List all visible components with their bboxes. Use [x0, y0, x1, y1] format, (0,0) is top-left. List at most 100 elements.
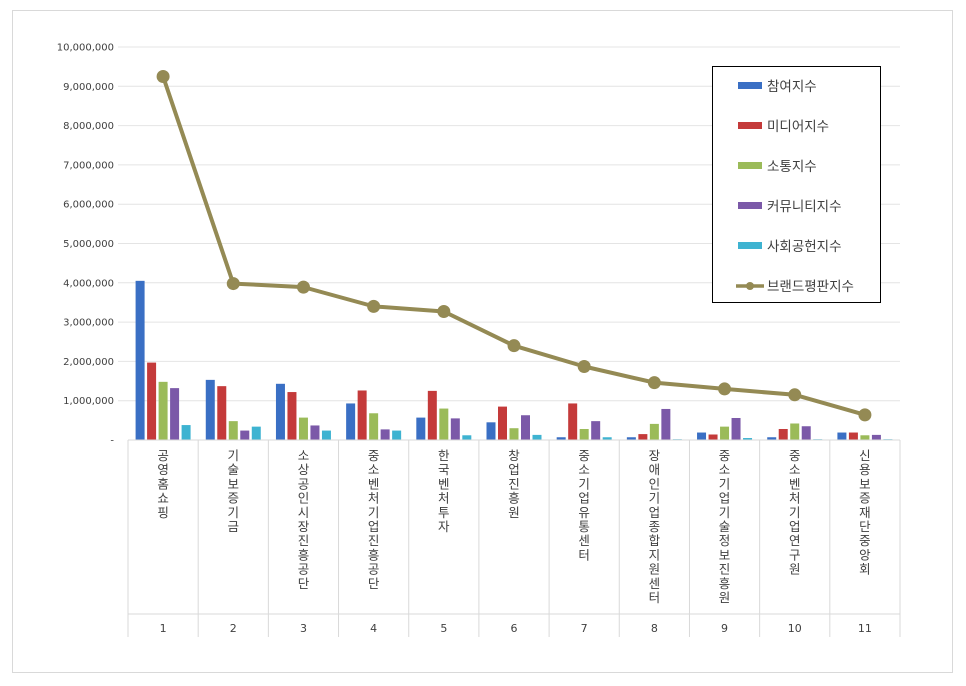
bar — [626, 437, 636, 440]
bar — [638, 434, 648, 440]
line-point — [718, 382, 732, 396]
bar — [556, 437, 566, 440]
bar — [579, 428, 589, 440]
bar — [240, 430, 250, 440]
bar — [871, 434, 881, 440]
category-number-label: 7 — [581, 622, 588, 635]
category-number-label: 10 — [788, 622, 802, 635]
legend-swatch — [738, 122, 762, 129]
bar — [170, 388, 180, 440]
category-number-label: 11 — [858, 622, 872, 635]
line-point — [367, 299, 381, 313]
bar — [790, 423, 800, 440]
bar — [416, 417, 426, 440]
line-point — [647, 376, 661, 390]
bar — [298, 417, 308, 440]
bar — [392, 430, 402, 440]
bar — [158, 381, 168, 440]
bar — [287, 392, 297, 440]
bar — [217, 386, 227, 440]
line-point — [226, 277, 240, 291]
line-point — [296, 280, 310, 294]
legend-marker — [746, 282, 754, 290]
bar — [427, 390, 437, 440]
category-number-label: 1 — [160, 622, 167, 635]
bar — [837, 432, 847, 440]
bar — [708, 434, 718, 440]
bar — [720, 426, 730, 440]
category-number-label: 6 — [511, 622, 518, 635]
legend-swatch — [738, 242, 762, 249]
bar — [228, 421, 238, 440]
bar — [380, 429, 390, 440]
bar — [591, 421, 601, 440]
line-point — [507, 339, 521, 353]
bar — [743, 438, 753, 440]
category-number-label: 4 — [370, 622, 377, 635]
y-tick-label: 3,000,000 — [63, 318, 114, 329]
bar — [135, 280, 145, 440]
y-tick-label: 9,000,000 — [63, 82, 114, 93]
category-number-label: 8 — [651, 622, 658, 635]
bar — [848, 432, 858, 440]
y-tick-label: - — [110, 436, 114, 447]
category-number-label: 9 — [721, 622, 728, 635]
category-number-label: 5 — [440, 622, 447, 635]
bar — [860, 435, 870, 440]
legend-swatch — [738, 82, 762, 89]
y-tick-label: 6,000,000 — [63, 200, 114, 211]
legend-label: 브랜드평판지수 — [767, 279, 854, 295]
line-point — [437, 304, 451, 318]
bar — [450, 418, 460, 440]
category-number-label: 3 — [300, 622, 307, 635]
y-tick-label: 1,000,000 — [63, 396, 114, 407]
legend-label: 소통지수 — [767, 159, 817, 175]
bar — [346, 403, 356, 440]
bar — [801, 426, 811, 440]
bar — [275, 383, 285, 440]
line-point — [788, 388, 802, 402]
bar — [310, 425, 320, 440]
bar — [568, 403, 578, 440]
bar — [697, 432, 707, 440]
bar — [251, 426, 261, 440]
y-tick-label: 8,000,000 — [63, 121, 114, 132]
bar — [767, 437, 777, 440]
bar — [486, 422, 496, 440]
bar — [147, 362, 157, 440]
y-tick-label: 10,000,000 — [57, 43, 114, 54]
bar — [731, 417, 741, 440]
bar — [532, 434, 542, 440]
bar — [521, 415, 530, 440]
bar — [778, 428, 788, 440]
line-point — [858, 408, 872, 422]
bar — [649, 423, 659, 440]
bar — [321, 430, 331, 440]
legend-box — [712, 66, 881, 303]
bar — [462, 435, 472, 440]
legend-swatch — [738, 162, 762, 169]
legend-label: 커뮤니티지수 — [767, 199, 842, 215]
bar — [498, 406, 507, 440]
y-tick-label: 2,000,000 — [63, 357, 114, 368]
y-tick-label: 5,000,000 — [63, 239, 114, 250]
line-point — [577, 360, 591, 374]
y-tick-label: 7,000,000 — [63, 160, 114, 171]
bar — [181, 425, 191, 440]
bar — [205, 379, 215, 440]
y-tick-label: 4,000,000 — [63, 278, 114, 289]
legend-label: 참여지수 — [767, 79, 817, 95]
bar — [661, 408, 671, 440]
